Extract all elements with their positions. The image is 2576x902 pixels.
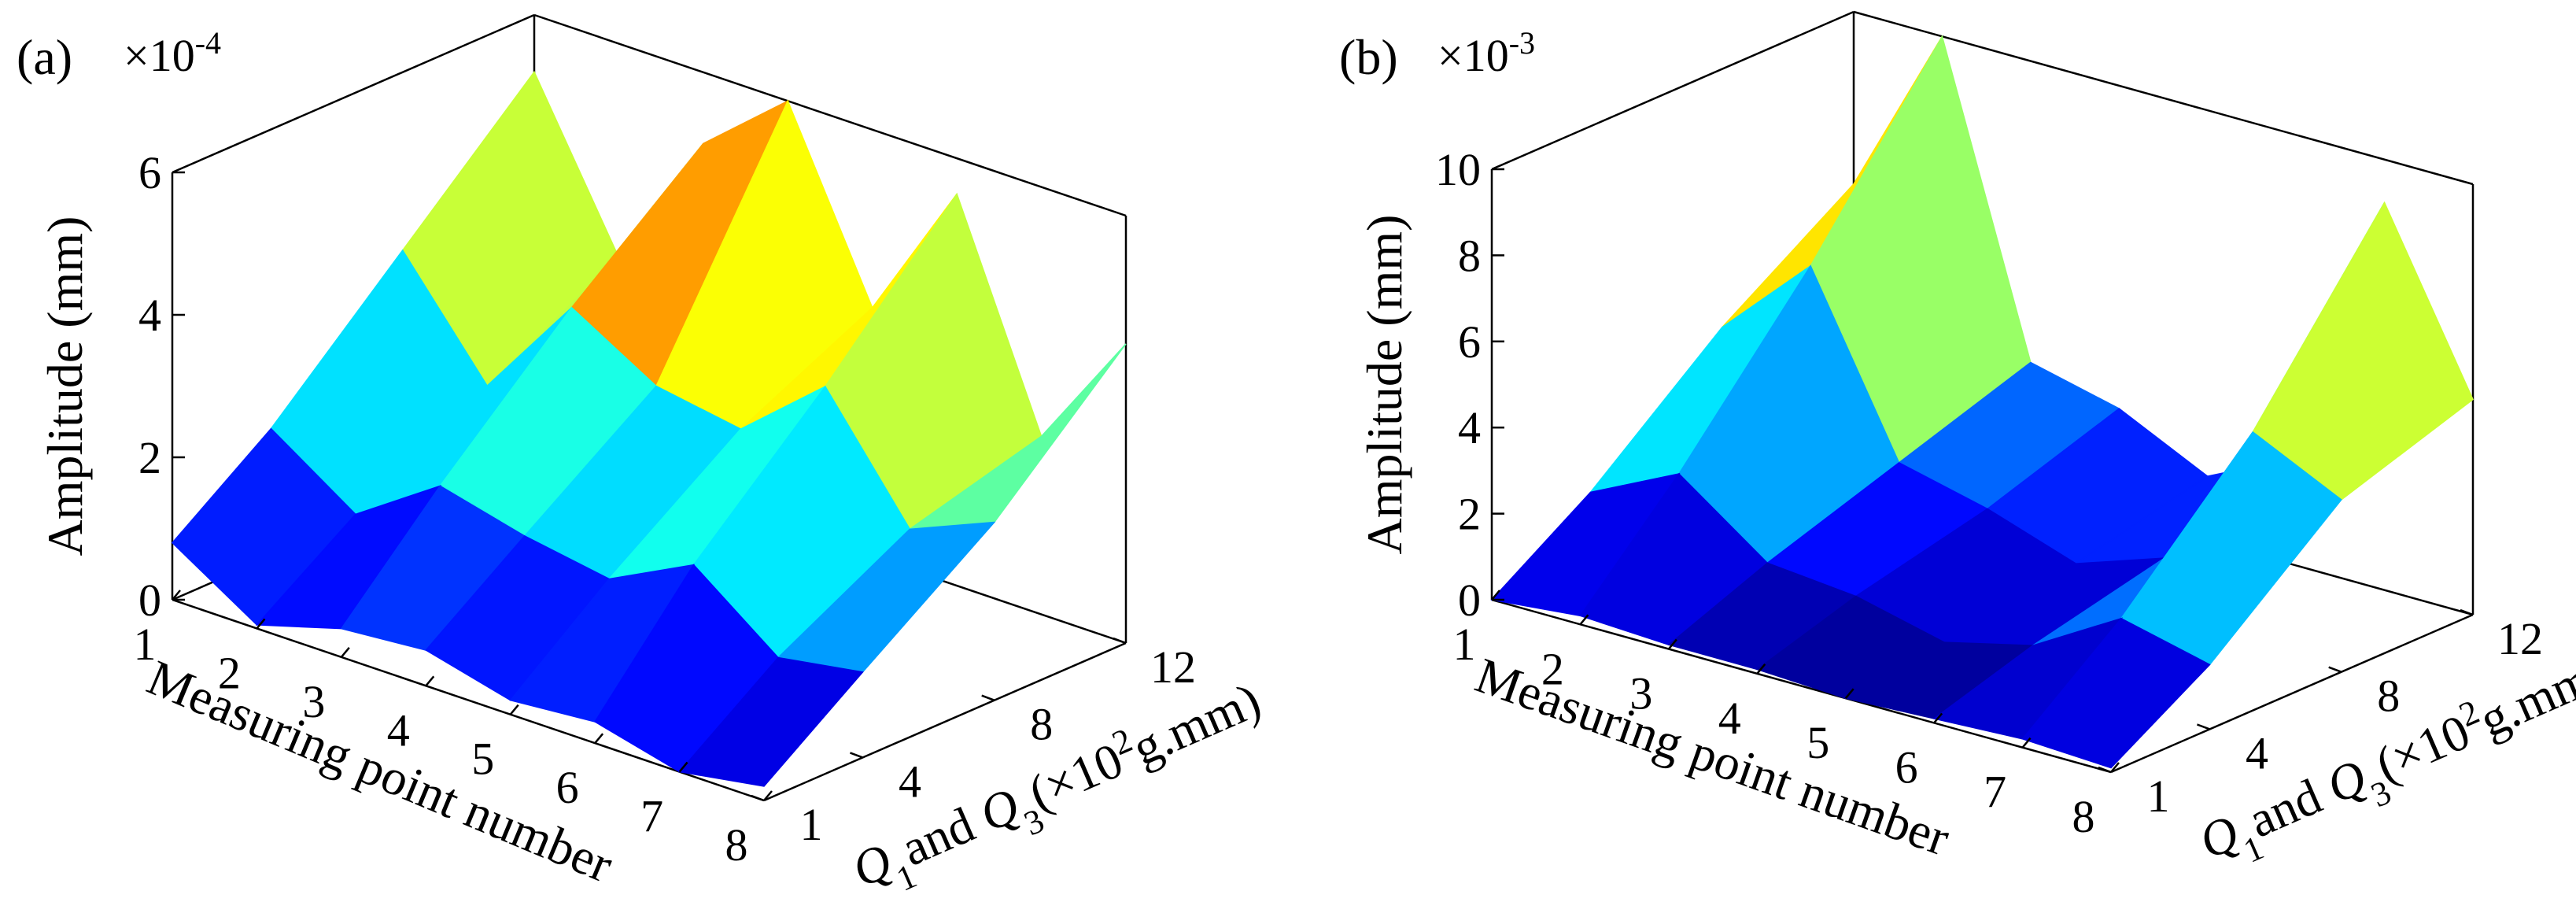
box-edge [533, 13, 1127, 217]
x-tick-label: 1 [134, 619, 157, 670]
box-edge [1491, 10, 1854, 171]
x-tick [1844, 688, 1854, 699]
x-tick [594, 733, 604, 744]
z-tick-label: 2 [1458, 489, 1481, 540]
scale-base: ×10 [124, 30, 195, 81]
x-tick [172, 590, 181, 601]
z-tick-label: 4 [138, 290, 161, 341]
x-tick-label: 6 [1895, 741, 1918, 793]
x-tick-label: 5 [471, 734, 494, 785]
z-tick-label: 8 [1458, 230, 1481, 281]
x-tick-label: 6 [556, 762, 579, 813]
y-tick [981, 694, 995, 701]
scale-exponent: -3 [1509, 25, 1535, 61]
y-tick-label: 12 [2497, 613, 2543, 664]
z-tick-label: 4 [1458, 402, 1481, 453]
x-tick [1933, 712, 1943, 724]
y-tick [2460, 608, 2474, 616]
x-tick [2110, 762, 2120, 773]
x-tick [256, 618, 266, 630]
y-tick [850, 752, 863, 759]
z-tick-label: 10 [1435, 144, 1481, 195]
x-tick [1756, 664, 1766, 675]
y-axis-label-part: g.mm) [1124, 672, 1268, 776]
x-tick-label: 4 [1718, 693, 1741, 744]
x-tick [678, 761, 688, 773]
box-edge [172, 13, 535, 174]
y-tick-label: 8 [2377, 671, 2400, 722]
y-tick [2328, 666, 2342, 673]
x-tick-label: 7 [640, 791, 663, 842]
x-tick-label: 2 [218, 647, 241, 698]
z-axis-label: Amplitude (mm) [1356, 215, 1412, 555]
y-tick-label: 12 [1150, 641, 1196, 693]
x-tick-label: 1 [1453, 619, 1476, 670]
surface-cell [2021, 617, 2211, 769]
x-tick-label: 3 [302, 676, 325, 727]
x-tick-label: 8 [725, 819, 748, 871]
y-tick [2197, 723, 2210, 730]
scale-label: ×10-4 [124, 25, 221, 82]
x-tick-label: 8 [2072, 791, 2095, 842]
x-tick [509, 704, 519, 715]
panel-label: (a) [17, 29, 72, 85]
x-tick-label: 4 [387, 704, 410, 756]
x-tick [2021, 737, 2032, 749]
x-tick-label: 5 [1807, 717, 1829, 768]
y-tick-label: 1 [800, 799, 823, 850]
y-axis [2110, 613, 2474, 774]
z-tick-label: 6 [138, 147, 161, 198]
z-tick-label: 0 [138, 575, 161, 626]
y-tick-label: 4 [899, 756, 921, 807]
panel-label: (b) [1339, 29, 1398, 85]
x-axis [1491, 598, 2112, 774]
scale-exponent: -4 [195, 25, 221, 61]
z-tick-label: 2 [138, 432, 161, 483]
y-tick-label: 4 [2246, 727, 2268, 778]
y-axis [763, 641, 1127, 802]
y-tick-label: 1 [2147, 771, 2170, 822]
x-axis [172, 598, 765, 802]
x-tick [763, 790, 773, 801]
z-tick-label: 6 [1458, 316, 1481, 368]
z-tick-label: 0 [1458, 575, 1481, 626]
scale-label: ×10-3 [1437, 25, 1535, 82]
x-tick [1579, 614, 1589, 626]
x-tick-label: 3 [1629, 668, 1652, 719]
y-tick [1113, 637, 1127, 645]
y-tick [751, 794, 765, 802]
x-tick [425, 675, 435, 687]
x-tick [340, 647, 350, 658]
z-axis-label: Amplitude (mm) [37, 216, 93, 556]
x-tick-label: 2 [1541, 643, 1564, 694]
x-tick-label: 7 [1984, 767, 2006, 818]
x-tick [1667, 638, 1677, 650]
scale-base: ×10 [1437, 30, 1509, 81]
surface-cell [678, 656, 864, 787]
y-tick-label: 8 [1030, 699, 1053, 750]
x-tick [1491, 590, 1500, 601]
box-edge [1853, 10, 2474, 186]
y-tick [2098, 766, 2112, 774]
surface-cell [2252, 201, 2474, 501]
